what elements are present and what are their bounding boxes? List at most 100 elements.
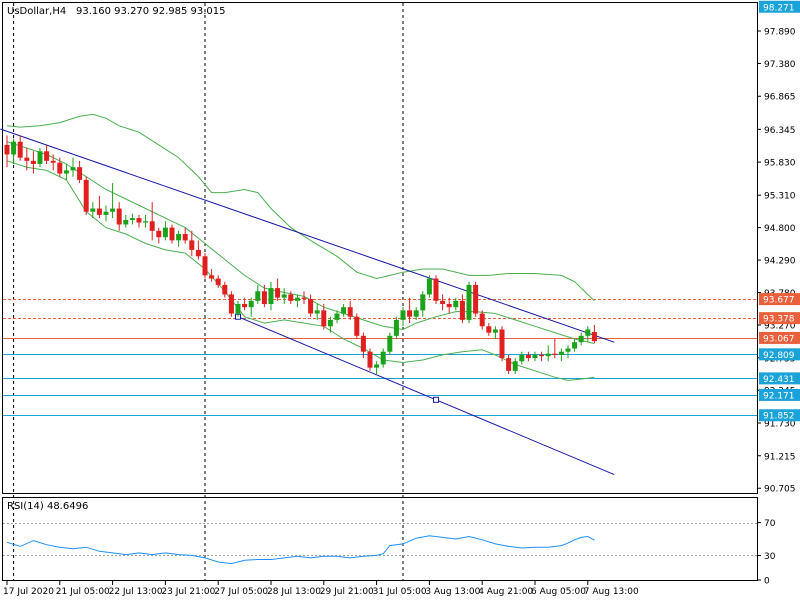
candle-body (420, 294, 426, 311)
candle-body (407, 310, 413, 317)
time-tick-label: 27 Jul 05:00 (214, 587, 268, 597)
candle-body (360, 335, 366, 352)
candle-body (519, 354, 525, 362)
rsi-line (6, 535, 595, 565)
candle-body (532, 354, 538, 359)
bollinger-upper-line (6, 113, 595, 302)
candle-body (24, 157, 30, 161)
price-tick-label: 94.800 (764, 224, 796, 234)
channel-anchor-1 (433, 396, 439, 403)
candle-body (215, 278, 221, 285)
candle-body (367, 351, 373, 368)
candle-body (387, 335, 393, 352)
candle-body (466, 284, 472, 320)
rsi-tick-label: 0 (764, 577, 770, 587)
candle-body (189, 240, 195, 250)
price-level-label-box (759, 312, 800, 325)
candle-body (268, 288, 274, 304)
candle-body (149, 221, 155, 231)
candle-body (486, 326, 492, 333)
time-tick-label: 29 Jul 21:00 (320, 587, 374, 597)
price-tick-label: 97.380 (764, 60, 796, 70)
price-tick-label: 95.310 (764, 192, 796, 202)
candle-body (281, 294, 287, 298)
candle-body (539, 354, 545, 357)
bollinger-lower-line (6, 160, 595, 381)
time-tick-label: 31 Jul 05:00 (373, 587, 427, 597)
candle-body (96, 208, 102, 215)
candle-body (70, 167, 76, 171)
candle-body (83, 179, 89, 212)
candle-body (591, 332, 597, 342)
price-tick-label: 95.830 (764, 159, 796, 169)
candle-body (209, 275, 215, 279)
candle-body (235, 304, 241, 314)
candle-body (347, 307, 353, 317)
candle-body (459, 300, 465, 320)
time-tick-label: 21 Jul 05:00 (56, 587, 110, 597)
candle-body (552, 353, 558, 355)
candle-body (156, 230, 162, 238)
candle-body (255, 291, 261, 301)
candle-body (321, 310, 327, 327)
price-tick-label: 97.890 (764, 28, 796, 38)
price-tick-label: 93.270 (764, 322, 796, 332)
candle-body (334, 313, 340, 320)
candle-body (169, 227, 175, 241)
candle-body (341, 307, 347, 314)
candle-body (545, 353, 551, 357)
chart-ohlc-readout: 93.160 93.270 92.985 93.015 (76, 6, 226, 17)
time-tick-label: 6 Aug 05:00 (531, 587, 586, 597)
rsi-label: RSI(14) 48.6496 (7, 501, 88, 512)
candle-body (116, 208, 122, 225)
candle-body (499, 329, 505, 359)
time-tick-label: 28 Jul 13:00 (267, 587, 321, 597)
candle-body (558, 351, 564, 355)
price-level-label-box (759, 331, 800, 344)
candle-body (37, 151, 43, 164)
price-level-label: 92.809 (763, 351, 795, 361)
price-tick-label: 94.290 (764, 257, 796, 267)
time-tick-label: 7 Aug 13:00 (584, 587, 639, 597)
price-tick-label: 91.730 (764, 420, 796, 430)
candle-body (400, 310, 406, 320)
candle-body (354, 316, 360, 336)
candle-body (57, 162, 63, 174)
candle-body (492, 329, 498, 333)
candle-body (195, 249, 201, 257)
main-panel (2, 2, 758, 494)
candle-body (275, 288, 281, 298)
price-level-label: 93.378 (763, 315, 795, 325)
candle-body (479, 313, 485, 327)
candle-body (77, 167, 83, 180)
candle-body (11, 141, 17, 155)
price-level-label: 93.067 (763, 334, 795, 344)
price-level-label: 93.677 (763, 296, 795, 306)
price-tick-label: 96.345 (764, 126, 796, 136)
price-level-label: 91.852 (763, 412, 795, 422)
candle-body (222, 284, 228, 295)
candle-body (294, 297, 300, 301)
candle-body (426, 278, 432, 295)
price-level-label: 92.171 (763, 391, 795, 401)
price-level-label-box (759, 293, 800, 306)
price-level-label-box (759, 409, 800, 422)
candle-body (374, 364, 380, 368)
candle-body (473, 284, 479, 314)
candle-body (129, 218, 135, 220)
candle-body (103, 211, 109, 215)
candle-body (301, 297, 307, 299)
time-tick-label: 17 Jul 2020 (3, 587, 54, 597)
rsi-indicator: 70 30 0 (3, 519, 776, 587)
price-level-label-box (759, 388, 800, 401)
candle-body (242, 304, 248, 308)
candle-body (162, 227, 168, 238)
price-tick-label: 91.215 (764, 452, 796, 462)
candle-body (202, 256, 208, 276)
chart-symbol-title: UsDollar,H4 (7, 6, 66, 17)
candle-body (585, 329, 591, 336)
candle-body (446, 304, 452, 308)
